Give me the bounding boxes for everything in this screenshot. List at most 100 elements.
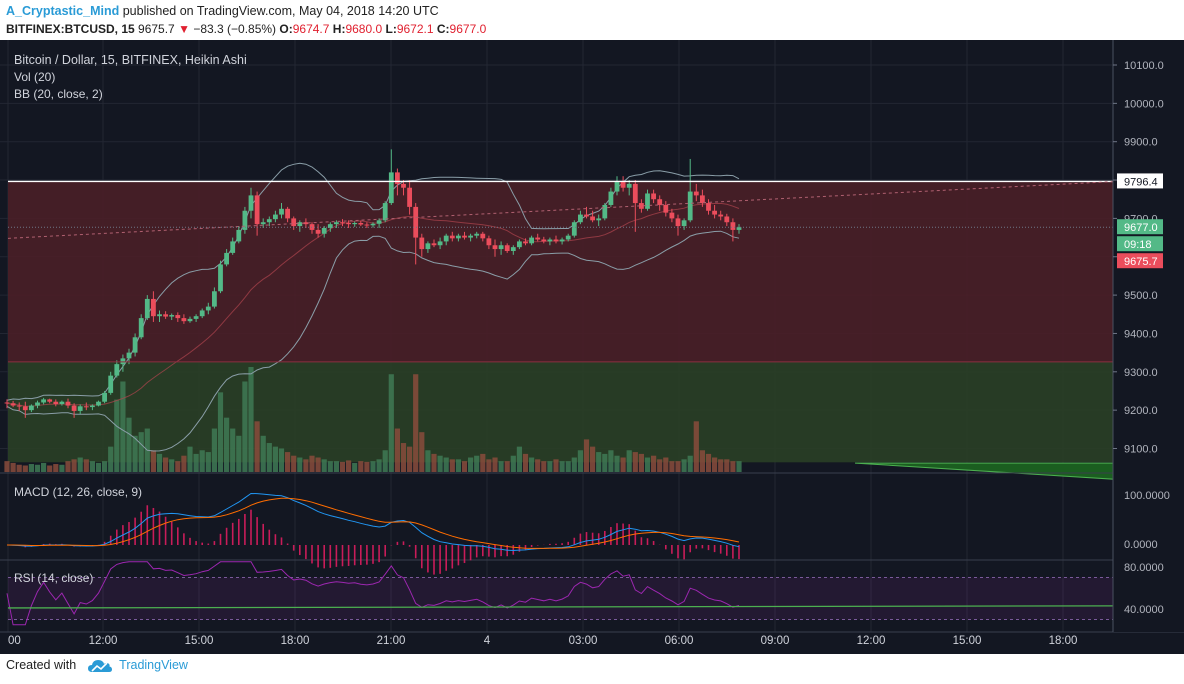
change-arrow-icon: ▼ bbox=[178, 22, 190, 36]
candle-body bbox=[504, 245, 510, 251]
resistance-price-label: 9796.4 bbox=[1124, 176, 1158, 188]
x-tick-label: 12:00 bbox=[857, 635, 886, 647]
volume-bar bbox=[315, 457, 321, 472]
candle-body bbox=[718, 214, 724, 217]
candle-body bbox=[535, 237, 541, 240]
change-value: −83.3 (−0.85%) bbox=[193, 22, 277, 36]
candle-body bbox=[382, 203, 388, 221]
volume-bar bbox=[492, 457, 498, 472]
volume-bar bbox=[516, 446, 522, 472]
candle-body bbox=[157, 314, 162, 317]
volume-bar bbox=[577, 450, 583, 472]
volume-bar bbox=[712, 457, 718, 472]
chart-title: Bitcoin / Dollar, 15, BITFINEX, Heikin A… bbox=[14, 53, 247, 67]
price-axis[interactable] bbox=[1113, 40, 1184, 632]
candle-body bbox=[346, 223, 351, 225]
candle-body bbox=[29, 405, 34, 411]
volume-bar bbox=[102, 461, 108, 472]
candle-body bbox=[83, 406, 89, 408]
candle-body bbox=[114, 364, 120, 376]
publish-header: A_Cryptastic_Mind published on TradingVi… bbox=[6, 4, 439, 18]
candle-body bbox=[663, 204, 669, 213]
candle-body bbox=[352, 223, 358, 225]
candle-body bbox=[419, 237, 425, 250]
price-chart[interactable]: 10100.010000.09900.09800.09700.09600.095… bbox=[0, 40, 1184, 654]
last-price: 9675.7 bbox=[138, 22, 175, 36]
volume-bar bbox=[254, 421, 260, 472]
volume-bar bbox=[285, 452, 291, 472]
volume-bar bbox=[4, 461, 10, 472]
candle-body bbox=[59, 401, 65, 405]
candle-body bbox=[693, 191, 699, 196]
volume-bar bbox=[120, 381, 126, 472]
candle-body bbox=[22, 406, 28, 411]
volume-bar bbox=[10, 462, 16, 472]
candle-body bbox=[175, 315, 181, 319]
candle-body bbox=[712, 210, 717, 215]
x-tick-label: 06:00 bbox=[665, 635, 694, 647]
candle-body bbox=[675, 218, 681, 227]
indicator-panes bbox=[0, 472, 1184, 633]
volume-bar bbox=[132, 435, 138, 472]
trend-line bbox=[7, 181, 1114, 239]
volume-bar bbox=[211, 428, 217, 472]
y-tick-label: 9900.0 bbox=[1124, 137, 1158, 149]
volume-bar bbox=[217, 392, 224, 472]
candle-body bbox=[364, 224, 370, 226]
overlay-lines bbox=[7, 180, 1114, 480]
volume-bar bbox=[529, 457, 535, 472]
candle-body bbox=[517, 241, 522, 248]
volume-bar bbox=[602, 453, 608, 472]
low-value: 9672.1 bbox=[396, 22, 434, 36]
candle-body bbox=[285, 208, 290, 219]
candle-body bbox=[443, 235, 449, 242]
volume-bar bbox=[77, 457, 83, 472]
candle-body bbox=[559, 239, 565, 242]
candle-body bbox=[230, 241, 236, 253]
volume-bar bbox=[535, 459, 541, 472]
candle-body bbox=[639, 203, 644, 209]
signal-line bbox=[7, 497, 740, 549]
volume-bar bbox=[669, 461, 675, 472]
x-tick-label: 15:00 bbox=[953, 635, 982, 647]
volume-bar bbox=[736, 461, 742, 472]
volume-bar bbox=[327, 461, 333, 472]
candle-body bbox=[254, 195, 260, 225]
candle-body bbox=[41, 399, 46, 403]
candle-body bbox=[706, 203, 711, 211]
macd-line bbox=[6, 492, 740, 552]
rsi-band bbox=[8, 577, 1113, 620]
candle-body bbox=[205, 306, 211, 311]
volume-bar bbox=[474, 455, 480, 472]
candle-body bbox=[71, 405, 77, 411]
macd-tick-label: 0.0000 bbox=[1124, 539, 1158, 551]
candle-body bbox=[669, 212, 675, 219]
macd-tick-label: 100.0000 bbox=[1124, 490, 1170, 502]
y-tick-label: 10100.0 bbox=[1124, 60, 1164, 72]
tradingview-brand-link[interactable]: TradingView bbox=[119, 658, 188, 672]
x-tick-label: 4 bbox=[484, 635, 491, 647]
volume-bar bbox=[89, 461, 95, 472]
volume-bar bbox=[272, 446, 278, 472]
open-value: 9674.7 bbox=[292, 22, 330, 36]
volume-bar bbox=[370, 461, 376, 472]
candle-body bbox=[273, 214, 278, 220]
volume-bar bbox=[638, 453, 644, 472]
volume-bar bbox=[242, 381, 248, 472]
x-tick-label: 00 bbox=[8, 635, 21, 647]
volume-bar bbox=[461, 461, 468, 472]
candle-body bbox=[510, 247, 516, 251]
volume-bar bbox=[559, 461, 565, 472]
author-link[interactable]: A_Cryptastic_Mind bbox=[6, 4, 120, 18]
y-tick-label: 10000.0 bbox=[1124, 98, 1164, 110]
volume-bar bbox=[303, 459, 309, 472]
candle-body bbox=[425, 243, 431, 250]
x-tick-label: 12:00 bbox=[89, 635, 118, 647]
candle-body bbox=[681, 220, 687, 227]
volume-bar bbox=[590, 446, 596, 472]
volume-bar bbox=[705, 453, 712, 472]
candle-body bbox=[553, 239, 559, 242]
volume-bar bbox=[468, 457, 474, 472]
candle-body bbox=[578, 214, 583, 223]
candle-body bbox=[169, 315, 175, 317]
